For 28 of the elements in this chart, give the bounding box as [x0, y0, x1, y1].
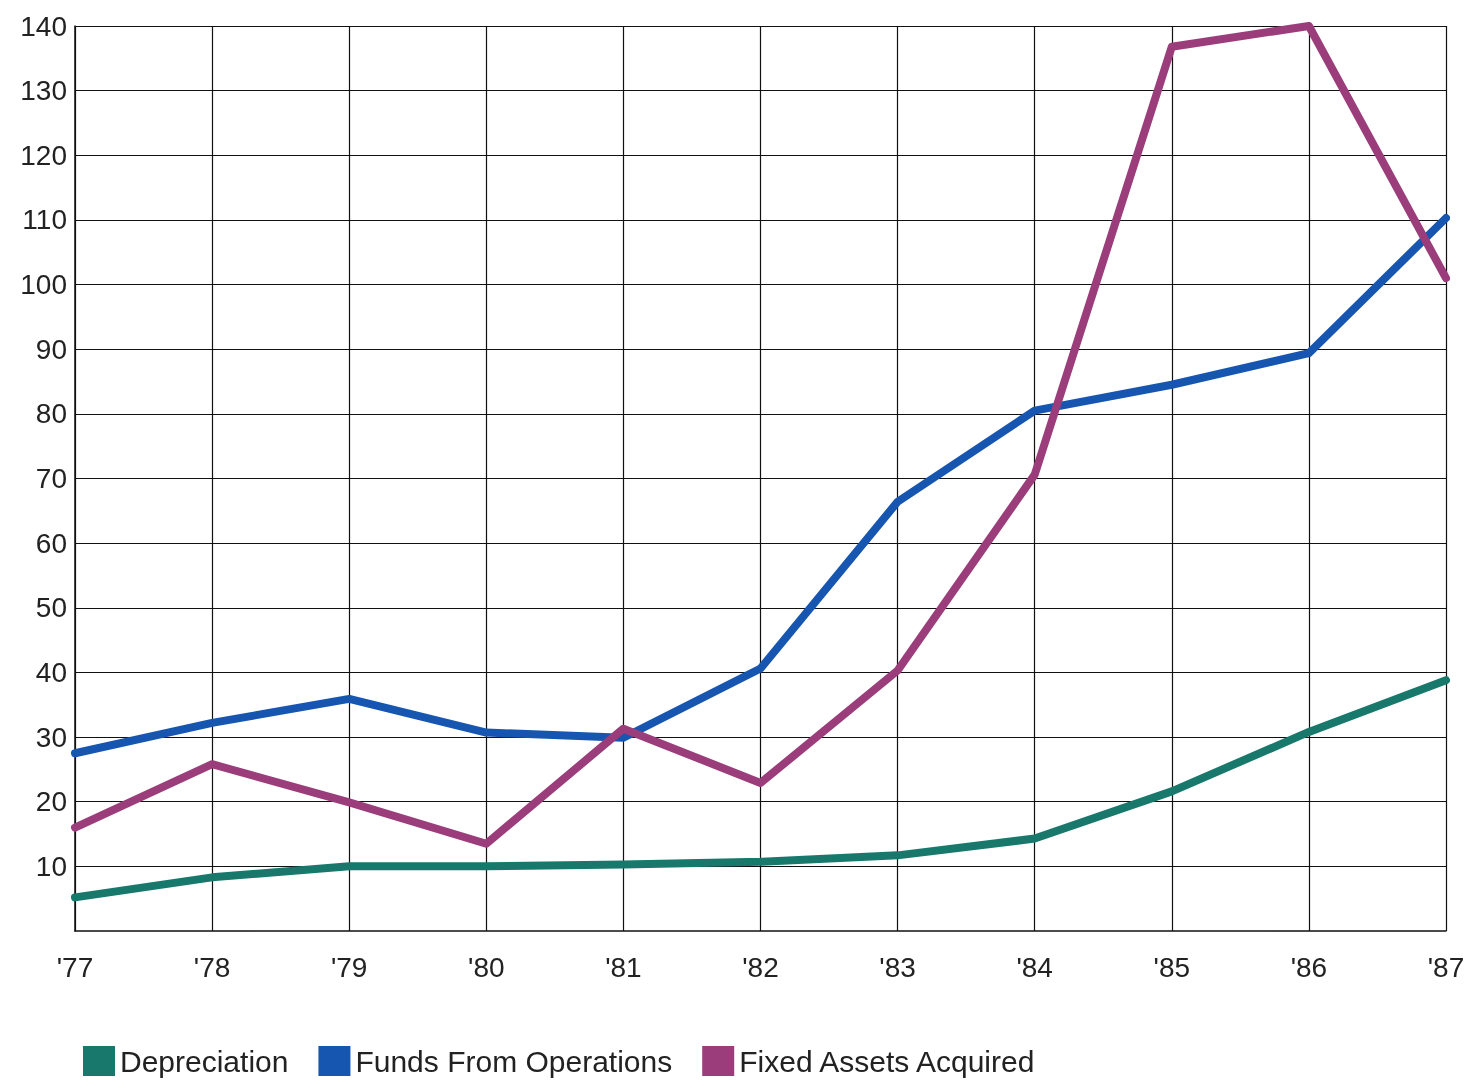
y-tick-label: 140 [20, 10, 67, 42]
legend-label: Funds From Operations [355, 1044, 673, 1078]
y-tick-label: 110 [22, 204, 67, 236]
legend-label: Depreciation [120, 1044, 289, 1078]
y-tick-label: 100 [20, 269, 67, 301]
y-tick-label: 70 [35, 463, 67, 494]
y-tick-label: 120 [20, 139, 67, 171]
y-tick-label: 20 [35, 786, 67, 818]
x-tick-label: '77 [56, 951, 94, 983]
x-tick-label: '80 [468, 951, 505, 983]
legend-label: Fixed Assets Acquired [739, 1044, 1035, 1078]
y-tick-label: 90 [35, 333, 67, 365]
x-tick-label: '87 [1427, 951, 1465, 983]
y-tick-label: 80 [35, 398, 67, 430]
x-tick-label: '84 [1016, 951, 1053, 983]
x-tick-label: '78 [193, 951, 231, 983]
x-tick-label: '82 [742, 951, 779, 983]
y-tick-label: 60 [35, 527, 67, 559]
x-tick-label: '83 [879, 951, 916, 983]
y-tick-label: 50 [35, 592, 67, 624]
x-tick-label: '86 [1290, 951, 1328, 983]
y-tick-label: 10 [35, 850, 67, 882]
x-tick-label: '81 [605, 951, 642, 983]
x-tick-label: '79 [330, 951, 368, 983]
y-tick-label: 130 [20, 75, 67, 107]
x-tick-label: '85 [1153, 951, 1191, 983]
y-tick-label: 40 [35, 656, 67, 688]
y-tick-label: 30 [35, 721, 67, 753]
